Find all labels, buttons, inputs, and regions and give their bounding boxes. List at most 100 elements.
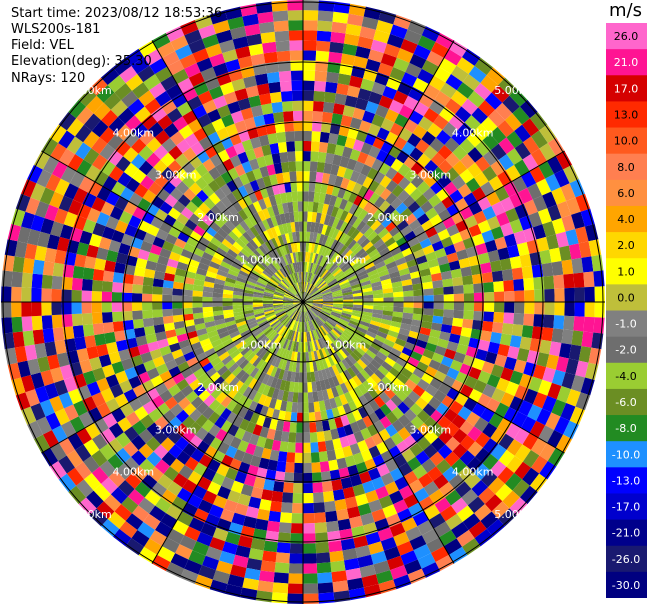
velocity-gate [155, 90, 172, 107]
velocity-gate [107, 438, 124, 455]
velocity-gate [308, 272, 313, 283]
velocity-gate [317, 255, 324, 266]
velocity-gate [253, 308, 264, 313]
colorbar-swatch [606, 493, 647, 521]
velocity-gate [242, 206, 253, 218]
velocity-gate [310, 330, 316, 341]
velocity-gate [287, 201, 294, 213]
velocity-gate [231, 333, 242, 343]
velocity-gate [202, 291, 213, 298]
velocity-gate [493, 312, 505, 324]
velocity-gate [349, 515, 363, 529]
velocity-gate [311, 252, 317, 264]
velocity-gate [509, 335, 522, 349]
velocity-gate [401, 72, 418, 87]
velocity-gate [273, 306, 284, 310]
velocity-gate [225, 467, 239, 481]
velocity-gate [329, 469, 341, 481]
velocity-gate [142, 276, 154, 287]
range-ring-label: 4.00km [452, 466, 494, 479]
velocity-gate [551, 328, 564, 343]
velocity-gate [266, 386, 275, 398]
velocity-gate [326, 408, 335, 421]
velocity-gate [421, 562, 441, 578]
velocity-gate [299, 352, 303, 363]
velocity-gate [258, 276, 269, 284]
velocity-gate [406, 258, 418, 268]
velocity-gate [154, 459, 170, 475]
velocity-gate [368, 273, 380, 281]
velocity-gate [573, 316, 585, 332]
velocity-gate [255, 359, 265, 370]
velocity-gate [509, 255, 522, 269]
velocity-gate [149, 57, 168, 75]
velocity-gate [358, 273, 369, 281]
velocity-gate [482, 206, 497, 221]
velocity-gate [143, 268, 156, 279]
velocity-gate [365, 58, 381, 73]
velocity-gate [442, 466, 458, 482]
velocity-gate [76, 348, 90, 362]
colorbar-tick-label: -13.0 [612, 474, 640, 487]
velocity-gate [400, 322, 412, 331]
velocity-gate [303, 151, 311, 162]
velocity-gate [417, 35, 436, 51]
velocity-gate [437, 144, 453, 160]
velocity-gate [513, 359, 527, 374]
velocity-gate [539, 461, 557, 480]
velocity-gate [218, 351, 230, 362]
velocity-gate [320, 471, 332, 483]
velocity-gate [258, 259, 268, 269]
velocity-gate [273, 305, 284, 309]
start-time-label: Start time: 2023/08/12 18:53:36 [11, 6, 223, 21]
velocity-gate [282, 266, 290, 276]
velocity-gate [408, 86, 424, 102]
velocity-gate [523, 313, 535, 327]
velocity-gate [202, 432, 216, 446]
velocity-gate [421, 59, 439, 76]
velocity-gate [328, 459, 339, 472]
velocity-gate [534, 289, 545, 302]
velocity-gate [425, 251, 438, 262]
velocity-gate [415, 139, 430, 154]
velocity-gate [179, 535, 197, 551]
velocity-gate [307, 331, 312, 342]
velocity-gate [315, 265, 322, 276]
velocity-gate [310, 242, 316, 253]
velocity-gate [457, 406, 472, 421]
velocity-gate [439, 331, 451, 342]
velocity-gate [197, 333, 210, 342]
velocity-gate [322, 101, 335, 114]
velocity-gate [398, 104, 414, 119]
velocity-gate [165, 233, 178, 245]
velocity-gate [119, 521, 138, 539]
velocity-gate [267, 315, 277, 323]
velocity-gate [259, 322, 270, 330]
velocity-gate [134, 183, 149, 198]
velocity-gate [265, 123, 277, 135]
velocity-gate [372, 454, 386, 468]
velocity-gate [212, 527, 229, 542]
velocity-gate [417, 423, 432, 437]
velocity-gate [119, 402, 135, 418]
velocity-gate [404, 182, 417, 196]
velocity-gate [108, 470, 126, 488]
velocity-gate [313, 299, 324, 302]
velocity-gate [309, 286, 317, 295]
velocity-gate [316, 40, 331, 52]
velocity-gate [242, 577, 259, 591]
velocity-gate [208, 166, 221, 180]
velocity-gate [298, 372, 303, 383]
velocity-gate [159, 201, 173, 215]
velocity-gate [295, 272, 299, 283]
velocity-gate [164, 194, 178, 208]
velocity-gate [195, 163, 209, 177]
velocity-gate [185, 390, 199, 404]
velocity-gate [320, 269, 329, 279]
velocity-gate [362, 68, 378, 82]
velocity-gate [341, 346, 351, 357]
velocity-gate [335, 350, 345, 362]
colorbar-swatch [606, 23, 647, 50]
velocity-gate [278, 347, 285, 359]
velocity-gate [114, 82, 132, 101]
